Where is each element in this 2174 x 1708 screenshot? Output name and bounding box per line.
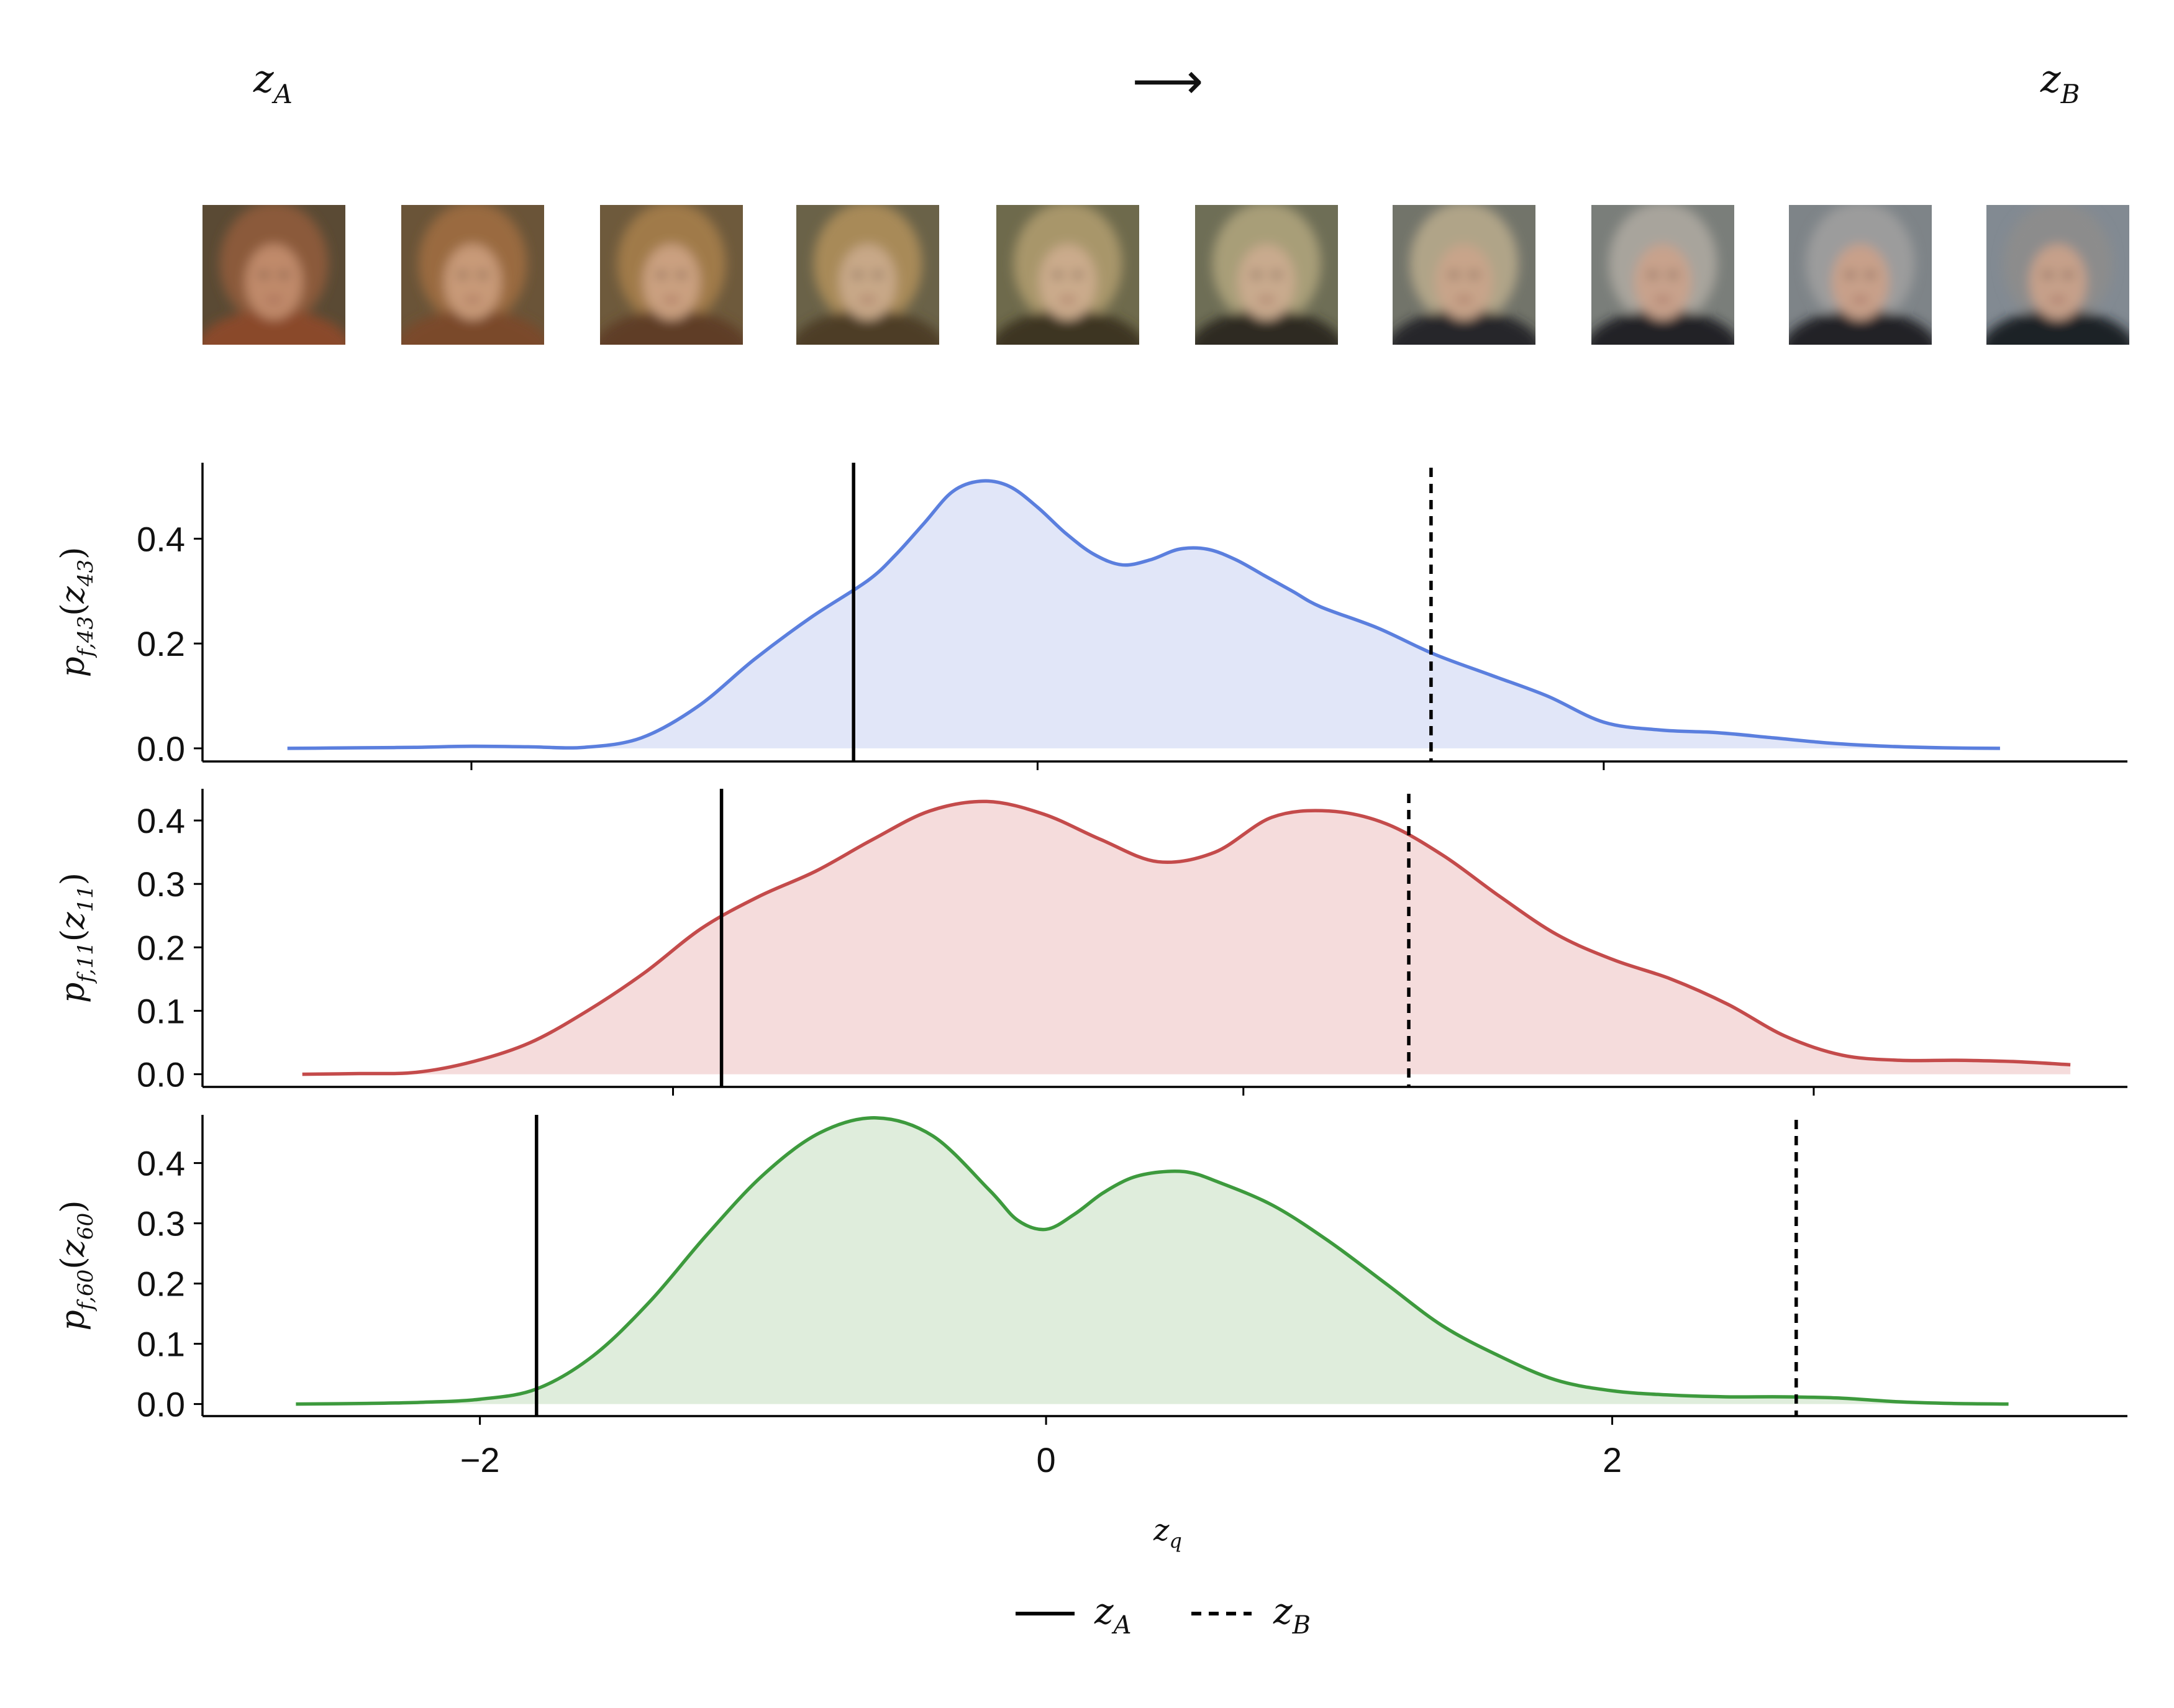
thumbnail-face	[1393, 205, 1535, 345]
y-tick-label: 0.1	[137, 1325, 185, 1364]
density-curve	[296, 1116, 2009, 1406]
x-axis-label: zq	[1153, 1513, 1182, 1553]
legend-za-label: zA	[1094, 1590, 1131, 1640]
header-arrow: ⟶	[1132, 52, 1204, 110]
header: zA ⟶ zB	[253, 52, 2080, 110]
density-plots: 0.0 0.2 0.4 pf,43(z43) 0.0 0.1 0.2 0.3 0.4 pf,11(…	[55, 463, 2127, 1553]
subplot: 0.0 0.2 0.4 pf,43(z43)	[55, 463, 2127, 770]
y-axis-label: pf,43(z43)	[55, 547, 98, 677]
y-axis-label: pf,11(z11)	[55, 873, 98, 1003]
density-curve	[287, 479, 2000, 750]
y-tick-label: 0.4	[137, 1144, 185, 1183]
thumbnail-face	[996, 205, 1139, 345]
x-tick-label: −2	[460, 1440, 500, 1479]
thumbnail-face	[1986, 205, 2129, 345]
density-fill	[296, 1117, 2009, 1404]
y-tick-label: 0.4	[137, 519, 185, 558]
thumbnail-face	[796, 205, 939, 345]
y-tick-label: 0.3	[137, 865, 185, 904]
y-tick-label: 0.1	[137, 991, 185, 1030]
thumbnail-face	[202, 205, 345, 345]
thumbnail-face	[1195, 205, 1338, 345]
y-tick-label: 0.2	[137, 624, 185, 663]
interpolation-thumbnails	[202, 205, 2129, 345]
thumbnail-face	[1789, 205, 1932, 345]
y-tick-label: 0.0	[137, 729, 185, 768]
y-tick-label: 0.0	[137, 1055, 185, 1094]
header-start-label: zA	[253, 56, 293, 109]
legend: zA zB	[1016, 1590, 1311, 1640]
y-tick-label: 0.3	[137, 1204, 185, 1243]
x-tick-label: 0	[1037, 1440, 1056, 1479]
density-fill	[302, 801, 2071, 1074]
legend-zb-label: zB	[1273, 1590, 1311, 1640]
thumbnail-face	[401, 205, 544, 345]
header-end-label: zB	[2040, 56, 2080, 109]
y-tick-label: 0.2	[137, 928, 185, 967]
y-tick-label: 0.0	[137, 1385, 185, 1424]
thumbnail-face	[1591, 205, 1734, 345]
y-tick-label: 0.4	[137, 801, 185, 840]
y-tick-label: 0.2	[137, 1265, 185, 1304]
thumbnail-face	[600, 205, 743, 345]
density-fill	[287, 481, 2000, 748]
y-axis-label: pf,60(z60)	[55, 1200, 98, 1330]
density-curve	[302, 799, 2071, 1076]
subplot: 0.0 0.1 0.2 0.3 0.4 pf,11(z11)	[55, 789, 2127, 1096]
x-tick-label: 2	[1603, 1440, 1622, 1479]
subplot: 0.0 0.1 0.2 0.3 0.4 −2 0 2 pf,60(z60) zq	[55, 1115, 2127, 1553]
